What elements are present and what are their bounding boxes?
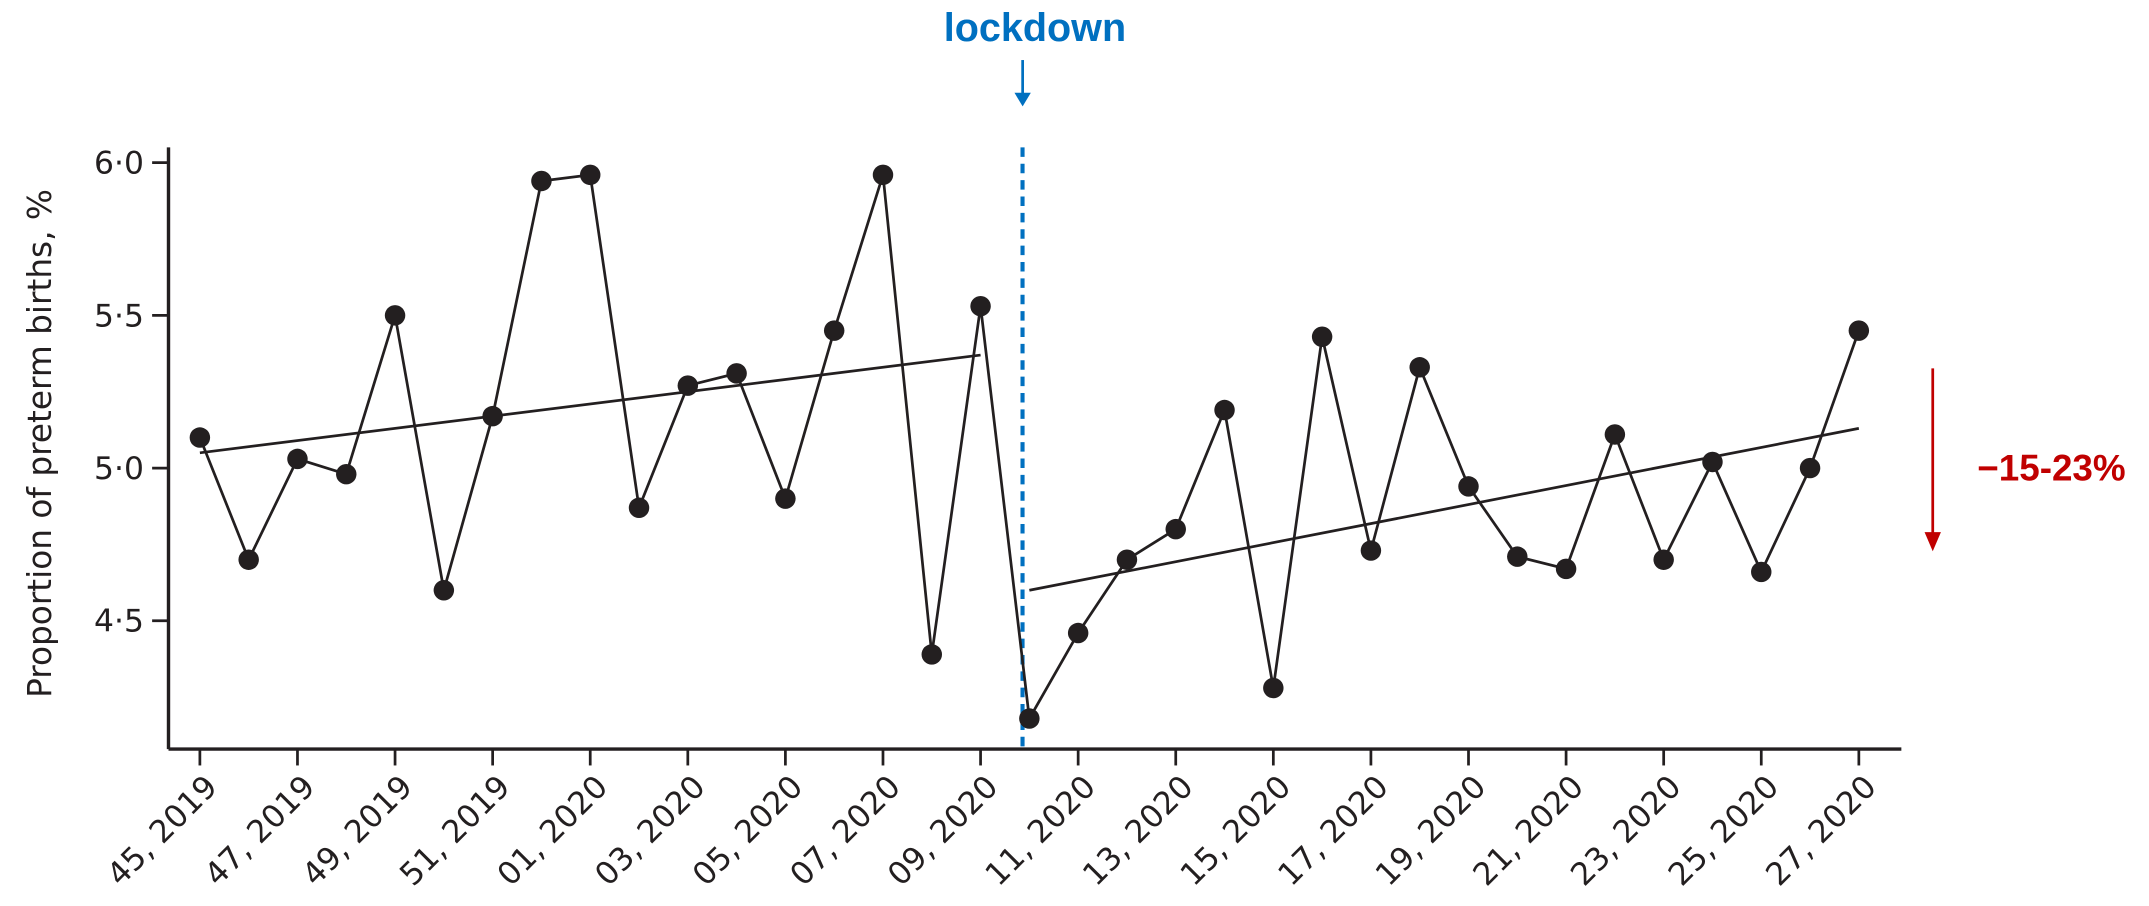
y-tick-label: 6·0: [94, 146, 144, 182]
data-point: [726, 363, 747, 384]
data-point: [1214, 399, 1235, 421]
trend-line: [199, 353, 981, 455]
data-point: [1848, 320, 1870, 341]
data-point: [628, 497, 650, 519]
data-point: [1165, 518, 1186, 540]
data-point: [336, 463, 357, 485]
data-point: [1458, 476, 1479, 497]
data-point: [1799, 457, 1821, 479]
data-point: [1409, 357, 1430, 378]
data-point: [775, 488, 796, 509]
data-point: [872, 164, 894, 186]
data-point: [1311, 326, 1333, 347]
data-point: [1702, 451, 1723, 473]
data-point: [1360, 540, 1382, 561]
data-point: [1067, 622, 1089, 644]
data-point: [1653, 549, 1674, 570]
data-point: [1555, 558, 1577, 580]
data-point: [189, 427, 211, 448]
data-point: [287, 448, 308, 470]
data-point: [579, 164, 601, 186]
data-point: [1507, 546, 1528, 567]
y-tick-label: 5·5: [94, 298, 144, 334]
data-point: [1019, 708, 1040, 729]
data-point: [1263, 677, 1284, 699]
data-point: [823, 320, 845, 341]
data-point: [1116, 549, 1138, 570]
data-point: [921, 644, 943, 665]
data-point: [482, 405, 503, 427]
series-line: [198, 173, 1861, 723]
data-point: [1751, 561, 1772, 583]
data-point: [1604, 424, 1626, 445]
lockdown-arrowhead: [1014, 92, 1031, 107]
data-point: [531, 170, 552, 192]
trend-line: [1029, 427, 1860, 592]
data-point: [970, 295, 991, 317]
data-point: [433, 580, 455, 601]
data-point: [238, 549, 259, 570]
y-tick-label: 5·0: [94, 451, 144, 487]
y-axis-label: Proportion of preterm births, %: [21, 189, 59, 698]
change-label: −15-23%: [1977, 447, 2125, 488]
lockdown-label: lockdown: [944, 6, 1126, 50]
data-point: [384, 305, 406, 326]
y-tick-label: 4·5: [94, 604, 144, 640]
data-point: [677, 375, 699, 396]
change-arrowhead: [1924, 532, 1941, 552]
